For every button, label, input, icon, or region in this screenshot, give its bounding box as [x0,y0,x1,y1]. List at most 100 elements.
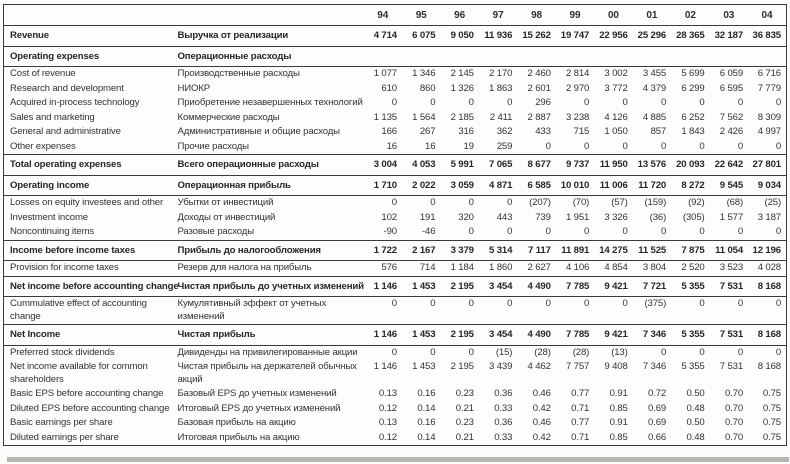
value-cell: 0 [699,226,705,237]
value-cell: 857 [650,126,667,137]
row-label-en: Net Income [3,324,176,346]
value-cell: 0.75 [762,402,781,414]
summary-row: Operating income Операционная прибыль 1 71… [3,174,787,196]
value-cell: 3 455 [642,68,667,79]
value-cell: 22 956 [594,25,633,47]
row-label-ru: Выручка от реализации [175,25,364,47]
value-cell: 11 950 [594,154,633,176]
value-cell: 0 [737,97,744,108]
value-cell: 0.75 [762,431,781,443]
value-cell: 4 490 [517,324,556,346]
value-cell: 2 022 [401,174,441,196]
data-row: Research and development НИОКР 610 860 1 326… [4,82,787,97]
value-cell: 0.13 [378,388,397,399]
value-cell: 433 [535,126,551,137]
value-cell: 1 453 [412,361,436,372]
year-header: 95 [401,4,441,26]
value-cell: 7 531 [709,324,749,346]
value-cell: 0 [737,346,744,358]
value-cell: 2 167 [401,239,441,261]
data-row: Acquired in-process technology Приобретен… [4,96,787,111]
row-label-ru: Прибыль до налогообложения [175,239,364,261]
row-label-en: Operating income [3,174,176,196]
section-header-row: Operating expenses Операционные расходы [3,46,787,67]
value-cell: 0 [660,140,667,152]
data-row: Diluted earnings per share Итоговая прибы… [4,431,787,446]
row-label-ru: Дивиденды на привилегированные акции [177,346,358,358]
value-cell: 0 [737,298,744,309]
row-label-ru: Производственные расходы [177,68,300,79]
value-cell: 443 [496,211,513,223]
value-cell: 4 462 [527,361,551,372]
value-cell: 0.70 [724,417,744,428]
value-cell: 0 [660,97,667,108]
value-cell: 1 077 [373,68,397,79]
row-label-en: Diluted EPS before accounting change [10,402,170,414]
value-cell: 0.71 [571,431,590,443]
row-label-ru: Кумулятивный эффект от учетных изменений [177,298,327,322]
value-cell: 0 [699,97,705,108]
row-label-en: Cost of revenue [10,68,76,79]
value-cell: 2 195 [440,324,479,346]
page-edge-shadow [7,457,789,462]
value-cell: (305) [682,211,705,223]
value-cell: 0 [737,226,744,237]
value-cell: 5 991 [440,154,479,176]
value-cell: 3 059 [440,174,479,196]
value-cell: 296 [535,97,551,108]
value-cell: 4 126 [604,111,628,123]
value-cell: 8 168 [757,361,781,372]
value-cell: (28) [572,346,590,358]
value-cell: 5 355 [671,324,710,346]
value-cell: 0 [775,140,781,152]
value-cell: 166 [381,126,397,137]
value-cell: 4 106 [565,262,590,273]
value-cell: 7 346 [632,324,672,346]
value-cell: 0 [622,97,628,108]
year-header: 00 [594,4,633,26]
value-cell: 0 [391,298,397,309]
value-cell: -46 [421,226,436,237]
value-cell: 4 028 [757,262,781,273]
value-cell: 16 [386,140,398,152]
value-cell: 7 562 [719,111,744,123]
data-row: Cost of revenue Производственные расходы 1… [4,67,787,82]
value-cell: 6 716 [757,68,781,79]
year-header: 02 [671,4,710,26]
value-cell: 0.21 [455,402,474,414]
row-label-en: Research and development [10,82,124,94]
year-header: 94 [363,4,402,26]
row-label-en: Preferred stock dividends [10,346,115,358]
value-cell: 20 093 [671,154,710,176]
value-cell: 610 [381,82,397,94]
value-cell: 2 520 [681,262,705,273]
value-cell: 860 [419,82,436,94]
row-label-ru: Разовые расходы [177,226,255,237]
value-cell: 9 050 [440,25,479,47]
row-label-ru: Убытки от инвестиций [177,197,274,208]
row-label-ru: Прочие расходы [177,140,250,152]
value-cell: 0.12 [378,402,397,414]
value-cell: 0 [391,197,397,208]
value-cell: 714 [419,262,436,273]
value-cell: 0 [584,226,590,237]
value-cell: 3 772 [604,82,628,94]
value-cell: (92) [688,197,705,208]
value-cell: 2 411 [489,111,513,123]
row-label-en: Net income available for common sharehol… [10,361,148,385]
value-cell: 5 314 [478,239,518,261]
value-cell: 0.71 [571,402,590,414]
value-cell: 0.69 [648,402,667,414]
value-cell: 13 576 [632,154,672,176]
value-cell: 6 595 [719,82,744,94]
data-row: Cummulative effect of accounting change К… [4,297,787,325]
year-header: 99 [555,4,595,26]
value-cell: 267 [419,126,436,137]
value-cell: 9 737 [555,154,595,176]
value-cell: 0 [699,346,705,358]
value-cell: 9 408 [604,361,628,372]
value-cell: 0 [391,97,397,108]
value-cell: 0.16 [417,388,436,399]
value-cell: 8 168 [748,324,787,346]
